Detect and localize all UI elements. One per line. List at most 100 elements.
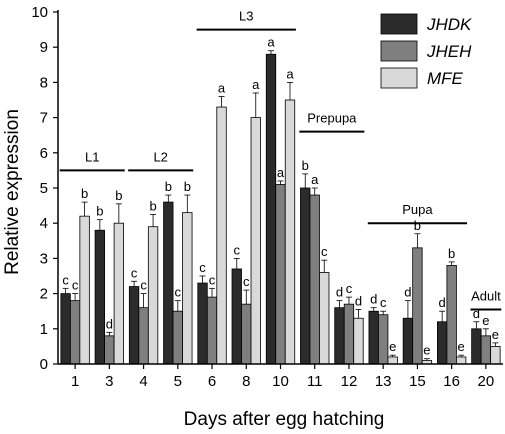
bar-jheh-4: [138, 307, 149, 365]
significance-label: d: [355, 293, 362, 308]
bar-jhdk-13: [368, 310, 379, 365]
stage-label-pupa: Pupa: [402, 202, 433, 217]
bar-jheh-8: [241, 303, 252, 365]
y-tick-label: 7: [40, 110, 48, 127]
bar-jheh-11: [309, 194, 320, 365]
stage-label-l1: L1: [85, 149, 99, 164]
x-tick-label: 16: [443, 373, 460, 390]
legend-label-mfe: MFE: [427, 69, 464, 88]
significance-label: c: [62, 272, 69, 287]
bar-jheh-20: [480, 335, 492, 365]
x-axis-title: Days after egg hatching: [184, 409, 385, 430]
bar-jheh-5: [172, 310, 183, 365]
significance-label: d: [473, 306, 480, 321]
bar-mfe-12: [353, 317, 364, 365]
significance-label: a: [252, 77, 260, 92]
significance-label: e: [423, 343, 430, 358]
significance-label: c: [380, 295, 387, 310]
bar-mfe-10: [284, 99, 296, 365]
y-tick-label: 1: [40, 321, 48, 338]
bar-jhdk-4: [128, 286, 140, 365]
bar-jhdk-15: [402, 317, 414, 365]
significance-label: b: [448, 246, 455, 261]
significance-label: c: [243, 274, 250, 289]
bar-jhdk-20: [471, 328, 482, 365]
bar-mfe-16: [456, 356, 467, 365]
y-axis: 0 1 2 3 4 5 6 7 8 9 10: [31, 4, 59, 373]
stage-label-adult: Adult: [471, 288, 501, 303]
bar-mfe-8: [250, 117, 261, 365]
bar-mfe-20: [490, 345, 501, 365]
x-tick-label: 20: [478, 373, 495, 390]
x-tick-label: 5: [174, 373, 182, 390]
bar-jheh-3: [104, 335, 115, 365]
stage-label-l3: L3: [239, 9, 253, 24]
stage-label-l2: L2: [153, 149, 167, 164]
bar-mfe-1: [79, 215, 90, 365]
bar-jheh-15: [412, 247, 423, 365]
bar-mfe-6: [216, 106, 227, 365]
y-tick-label: 4: [40, 215, 48, 232]
significance-label: e: [389, 339, 396, 354]
y-tick-label: 8: [40, 74, 48, 91]
significance-label: d: [336, 285, 343, 300]
significance-label: a: [286, 66, 294, 81]
significance-label: d: [106, 316, 113, 331]
bar-jheh-6: [206, 296, 218, 365]
bar-mfe-3: [113, 222, 124, 365]
y-tick-label: 9: [40, 39, 48, 56]
bar-jhdk-8: [231, 268, 242, 365]
significance-label: d: [370, 292, 377, 307]
significance-label: b: [414, 218, 421, 233]
significance-label: c: [199, 260, 206, 275]
significance-label: c: [234, 242, 241, 257]
significance-label: c: [209, 272, 216, 287]
y-tick-label: 6: [40, 145, 48, 162]
significance-label: c: [131, 265, 138, 280]
x-tick-label: 13: [375, 373, 392, 390]
significance-label: a: [218, 80, 226, 95]
significance-label: b: [96, 204, 103, 219]
bar-jhdk-1: [60, 293, 71, 365]
bar-jhdk-10: [265, 53, 277, 365]
significance-label: c: [72, 278, 79, 293]
x-tick-label: 15: [409, 373, 426, 390]
significance-label: c: [140, 278, 147, 293]
significance-label: b: [115, 188, 122, 203]
legend-swatch-jheh: [380, 40, 418, 62]
significance-label: c: [175, 285, 182, 300]
y-tick-label: 2: [40, 286, 48, 303]
significance-label: d: [439, 295, 446, 310]
x-tick-label: 6: [208, 373, 216, 390]
y-tick-label: 0: [40, 356, 48, 373]
significance-label: e: [458, 339, 465, 354]
significance-label: b: [165, 179, 172, 194]
significance-label: e: [492, 327, 499, 342]
significance-label: a: [267, 35, 275, 50]
bar-jhdk-5: [163, 201, 174, 365]
x-tick-label: 4: [139, 373, 147, 390]
x-tick-label: 11: [307, 373, 323, 390]
legend-swatch-mfe: [380, 67, 418, 89]
significance-label: b: [81, 186, 88, 201]
y-axis-title: Relative expression: [2, 109, 23, 275]
y-tick-label: 5: [40, 180, 48, 197]
x-tick-label: 3: [105, 373, 113, 390]
bar-mfe-13: [387, 356, 398, 365]
bar-mfe-4: [147, 226, 159, 365]
bar-jheh-10: [275, 184, 286, 365]
significance-label: c: [346, 281, 353, 296]
legend: JHDK JHEH MFE: [380, 13, 472, 89]
y-tick-label: 3: [40, 250, 48, 267]
bar-jheh-16: [446, 265, 457, 365]
stage-annotations: L1 L2 L3 Prepupa Pupa Adult: [59, 9, 502, 311]
bar-jheh-12: [343, 303, 355, 365]
x-tick-label: 10: [272, 373, 289, 390]
x-tick-label: 8: [242, 373, 250, 390]
bar-mfe-5: [182, 212, 193, 365]
significance-label: d: [404, 285, 411, 300]
legend-label-jhdk: JHDK: [426, 15, 472, 34]
bar-jhdk-3: [94, 229, 105, 365]
stage-label-prepupa: Prepupa: [307, 111, 357, 126]
